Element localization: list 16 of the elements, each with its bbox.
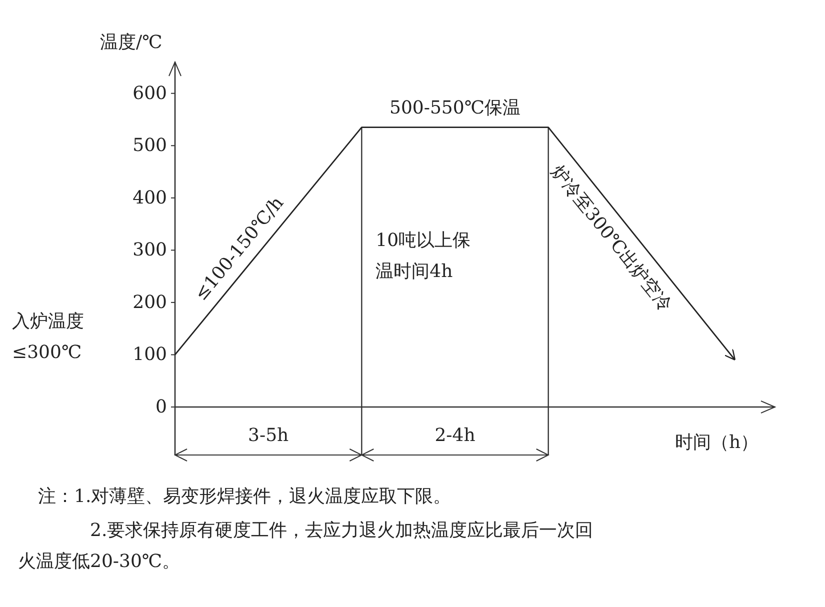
annotation: 500-550℃保温 (390, 97, 520, 118)
text: 2.要求保持原有硬度工件，去应力退火加热温度应比最后一次回火温度低20-30℃。 (18, 520, 594, 572)
y-tick-label: 100 (132, 344, 167, 366)
y-axis-title: 温度/℃ (100, 32, 162, 53)
y-tick-label: 600 (132, 82, 167, 104)
y-tick-label: 200 (132, 292, 167, 313)
annotation: 10吨以上保温时间4h (376, 230, 471, 282)
text: 2-4h (434, 425, 476, 446)
y-tick-label: 0 (156, 396, 167, 418)
text: 3-5h (248, 425, 290, 446)
y-tick-label: 400 (132, 187, 167, 208)
text: 注：1.对薄壁、易变形焊接件，退火温度应取下限。 (38, 486, 452, 507)
y-tick-label: 300 (132, 240, 167, 261)
text: 入炉温度≤300℃ (12, 311, 84, 363)
y-tick-label: 500 (132, 135, 167, 156)
x-axis-title: 时间（h） (675, 432, 759, 453)
